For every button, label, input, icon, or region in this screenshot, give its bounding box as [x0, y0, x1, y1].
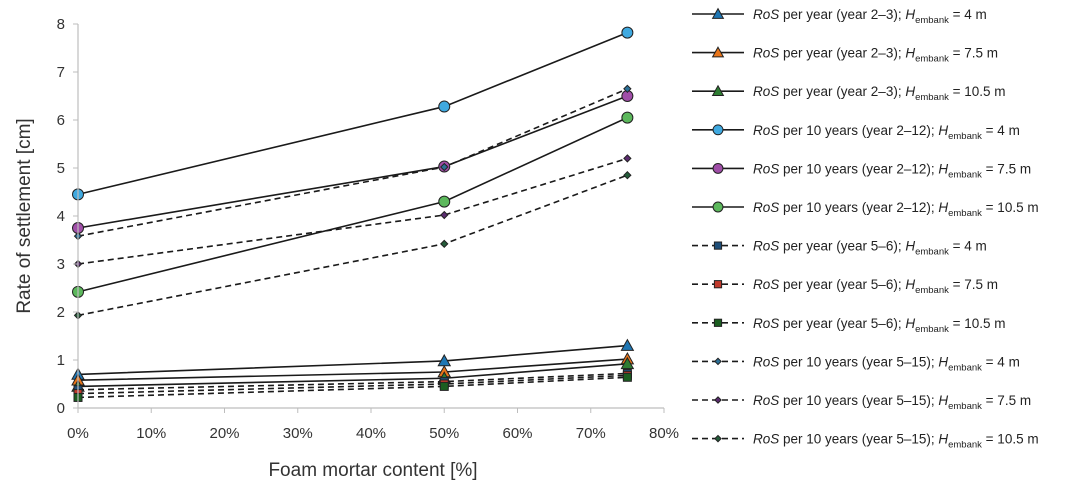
x-tick-label: 40% [356, 425, 386, 442]
data-point [621, 26, 634, 39]
data-point [623, 170, 632, 180]
y-tick-label: 5 [57, 160, 65, 177]
series-line [77, 116, 628, 293]
data-point [620, 338, 635, 351]
data-point [714, 434, 722, 443]
legend-label: RoS per 10 years (year 2–12); Hembank = … [753, 200, 1039, 219]
series-line [77, 174, 628, 317]
data-point [712, 201, 724, 213]
data-point [714, 396, 722, 404]
data-point [711, 84, 725, 97]
legend: RoS per year (year 2–3); Hembank = 4 m Ro… [692, 7, 1039, 451]
series-11 [73, 154, 632, 269]
x-tick-label: 30% [283, 425, 313, 442]
data-point [713, 318, 723, 327]
series-line [77, 157, 628, 265]
series-line [77, 31, 628, 196]
x-tick-label: 70% [576, 425, 606, 442]
data-point [621, 111, 634, 124]
legend-label: RoS per 10 years (year 5–15); Hembank = … [753, 432, 1039, 451]
data-point [440, 239, 449, 249]
legend-item: RoS per 10 years (year 2–12); Hembank = … [692, 123, 1020, 142]
legend-item: RoS per 10 years (year 5–15); Hembank = … [692, 432, 1039, 451]
y-tick-label: 2 [57, 304, 65, 321]
data-point [438, 100, 451, 113]
legend-item: RoS per year (year 5–6); Hembank = 10.5 … [692, 316, 1006, 335]
series-5 [72, 90, 634, 234]
x-tick-label: 50% [429, 425, 459, 442]
series-line [77, 95, 628, 229]
data-point [440, 210, 449, 220]
y-axis-title: Rate of settlement [cm] [14, 118, 35, 313]
legend-label: RoS per year (year 2–3); Hembank = 7.5 m [753, 46, 998, 65]
x-tick-label: 20% [209, 425, 239, 442]
legend-label: RoS per 10 years (year 2–12); Hembank = … [753, 123, 1020, 142]
legend-item: RoS per 10 years (year 5–15); Hembank = … [692, 393, 1031, 412]
x-tick-label: 60% [502, 425, 532, 442]
series-6 [72, 111, 634, 298]
legend-item: RoS per year (year 2–3); Hembank = 10.5 … [692, 84, 1006, 103]
data-point [713, 280, 723, 289]
y-tick-label: 6 [57, 112, 65, 129]
x-tick-label: 10% [136, 425, 166, 442]
data-point [620, 356, 635, 370]
legend-label: RoS per 10 years (year 5–15); Hembank = … [753, 393, 1031, 412]
data-point [623, 84, 632, 94]
data-point [623, 154, 632, 163]
data-point [712, 124, 724, 136]
legend-item: RoS per year (year 2–3); Hembank = 7.5 m [692, 46, 998, 65]
x-tick-label: 80% [649, 425, 679, 442]
series-line [77, 376, 628, 399]
data-point [713, 241, 723, 250]
legend-label: RoS per year (year 2–3); Hembank = 10.5 … [753, 84, 1006, 103]
data-point [438, 195, 451, 208]
legend-item: RoS per year (year 5–6); Hembank = 4 m [692, 239, 987, 258]
legend-label: RoS per year (year 5–6); Hembank = 4 m [753, 239, 987, 258]
series-12 [73, 170, 632, 320]
y-axis: 0 1 2 3 4 5 6 7 8 [57, 16, 79, 417]
legend-label: RoS per year (year 2–3); Hembank = 4 m [753, 7, 987, 26]
x-tick-label: 0% [67, 425, 89, 442]
legend-item: RoS per 10 years (year 2–12); Hembank = … [692, 200, 1039, 219]
series-line [77, 374, 628, 395]
x-axis: 0% 10% 20% 30% 40% 50% 60% 70% 80% [67, 407, 679, 442]
series-line [77, 372, 628, 391]
legend-item: RoS per 10 years (year 5–15); Hembank = … [692, 354, 1020, 373]
series-9 [73, 372, 632, 402]
legend-item: RoS per 10 years (year 2–12); Hembank = … [692, 161, 1031, 180]
data-point [714, 357, 722, 366]
data-point [622, 372, 632, 382]
legend-label: RoS per 10 years (year 2–12); Hembank = … [753, 161, 1031, 180]
data-point [712, 162, 724, 174]
legend-label: RoS per year (year 5–6); Hembank = 10.5 … [753, 316, 1006, 335]
y-tick-label: 4 [57, 208, 65, 225]
y-tick-label: 1 [57, 352, 65, 369]
legend-item: RoS per year (year 2–3); Hembank = 4 m [692, 7, 987, 26]
series-10 [73, 84, 632, 241]
data-point [440, 162, 449, 172]
data-point [439, 381, 449, 391]
data-point [711, 46, 725, 58]
y-tick-label: 0 [57, 400, 65, 417]
legend-label: RoS per 10 years (year 5–15); Hembank = … [753, 354, 1020, 373]
data-point [711, 7, 725, 19]
legend-label: RoS per year (year 5–6); Hembank = 7.5 m [753, 277, 998, 296]
series-4 [72, 26, 634, 201]
y-tick-label: 7 [57, 64, 65, 81]
y-tick-label: 8 [57, 16, 65, 33]
plot-area [71, 26, 635, 402]
x-axis-title: Foam mortar content [%] [268, 460, 477, 481]
legend-item: RoS per year (year 5–6); Hembank = 7.5 m [692, 277, 998, 296]
y-tick-label: 3 [57, 256, 65, 273]
